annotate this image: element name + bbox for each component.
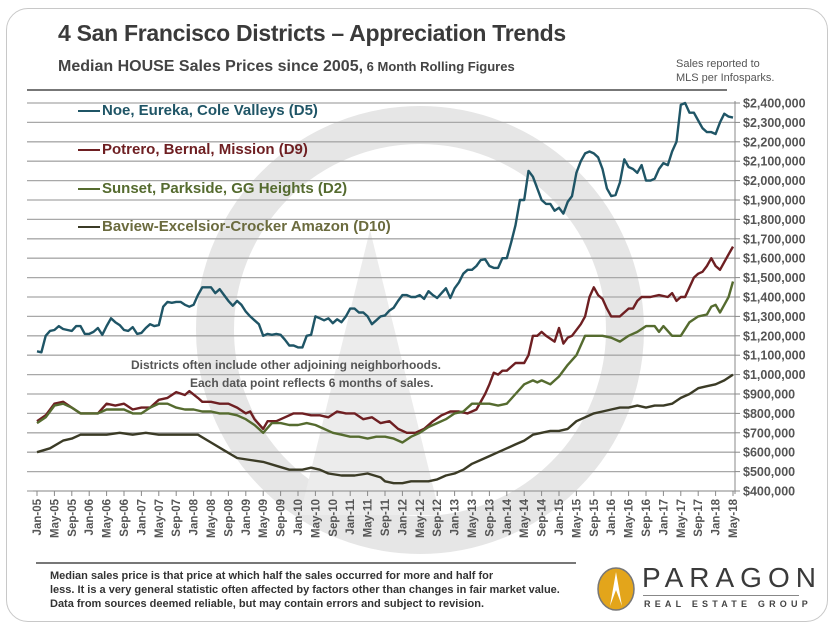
watermark-logo <box>196 106 644 554</box>
legend-item-d9: Potrero, Bernal, Mission (D9) <box>78 141 308 158</box>
legend-swatch-d9 <box>78 148 100 151</box>
x-tick-label: Sep-17 <box>693 499 705 537</box>
y-tick-label: $700,000 <box>743 426 795 440</box>
x-tick-label: May-06 <box>102 499 114 538</box>
annotation-line-1: Districts often include other adjoining … <box>131 358 442 372</box>
x-tick-label: Jan-16 <box>606 499 618 535</box>
x-tick-label: May-16 <box>624 499 636 538</box>
y-tick-label: $1,700,000 <box>743 232 806 246</box>
x-tick-label: May-17 <box>676 499 688 538</box>
x-tick-label: Sep-08 <box>223 498 235 536</box>
footnote-line-2: less. It is a very general statistic oft… <box>50 584 560 596</box>
x-tick-label: Jan-17 <box>658 499 670 535</box>
x-tick-label: Jan-09 <box>241 499 253 535</box>
y-tick-label: $1,000,000 <box>743 368 806 382</box>
chart-subtitle: Median HOUSE Sales Prices since 2005, 6 … <box>58 58 515 76</box>
series-line-2 <box>36 281 735 444</box>
logo-tagline: REAL ESTATE GROUP <box>644 599 812 609</box>
subtitle-small: 6 Month Rolling Figures <box>363 59 515 74</box>
legend-item-d5: Noe, Eureka, Cole Valleys (D5) <box>78 102 318 119</box>
x-tick-label: Sep-12 <box>432 499 444 537</box>
x-tick-label: Jan-13 <box>450 499 462 535</box>
footnote-line-3: Data from sources deemed reliable, but m… <box>50 598 485 610</box>
y-tick-label: $1,200,000 <box>743 329 806 343</box>
y-tick-label: $600,000 <box>743 446 795 460</box>
x-tick-label: May-09 <box>258 499 270 538</box>
source-note: Sales reported to MLS per Infosparks. <box>676 57 774 85</box>
x-tick-label: Jan-15 <box>554 498 566 535</box>
x-tick-label: Sep-10 <box>328 499 340 537</box>
y-tick-label: $1,800,000 <box>743 213 806 227</box>
x-tick-label: May-10 <box>310 499 322 538</box>
y-tick-label: $1,600,000 <box>743 252 806 266</box>
footer-divider <box>36 562 576 564</box>
y-tick-label: $1,900,000 <box>743 194 806 208</box>
y-tick-label: $1,100,000 <box>743 349 806 363</box>
x-tick-label: Jan-11 <box>345 498 357 534</box>
y-tick-label: $2,000,000 <box>743 174 806 188</box>
x-tick-label: May-15 <box>571 498 583 538</box>
x-tick-label: Sep-14 <box>537 498 549 536</box>
series-line-3 <box>36 373 734 485</box>
y-tick-label: $2,100,000 <box>743 155 806 169</box>
series-line-0 <box>36 101 734 354</box>
x-tick-label: Sep-11 <box>380 498 392 536</box>
x-tick-label: May-18 <box>728 498 740 538</box>
y-tick-label: $1,400,000 <box>743 291 806 305</box>
x-tick-label: Sep-05 <box>67 498 79 536</box>
y-tick-label: $800,000 <box>743 407 795 421</box>
x-tick-label: Sep-13 <box>484 499 496 537</box>
y-tick-label: $900,000 <box>743 388 795 402</box>
x-tick-label: May-14 <box>519 498 531 538</box>
x-tick-label: Jan-10 <box>293 499 305 535</box>
subtitle-main: Median HOUSE Sales Prices since 2005, <box>58 58 364 75</box>
x-tick-label: May-11 <box>363 498 375 537</box>
x-tick-label: May-05 <box>49 498 61 538</box>
y-tick-label: $2,300,000 <box>743 116 806 130</box>
x-tick-label: Sep-15 <box>589 498 601 536</box>
y-tick-label: $2,200,000 <box>743 135 806 149</box>
x-tick-label: May-13 <box>467 499 479 538</box>
source-line-2: MLS per Infosparks. <box>676 72 775 84</box>
x-tick-label: Sep-09 <box>276 499 288 537</box>
x-tick-label: Jan-08 <box>189 498 201 535</box>
header-divider <box>27 89 727 91</box>
y-tick-label: $1,300,000 <box>743 310 806 324</box>
x-tick-label: Sep-06 <box>119 499 131 537</box>
footnote-line-1: Median sales price is that price at whic… <box>50 570 494 582</box>
y-tick-label: $2,400,000 <box>743 97 806 111</box>
footnote: Median sales price is that price at whic… <box>50 569 570 611</box>
x-tick-label: Jan-06 <box>84 499 96 535</box>
x-tick-label: Jan-18 <box>711 498 723 535</box>
x-tick-label: May-08 <box>206 498 218 538</box>
source-line-1: Sales reported to <box>676 58 760 70</box>
x-tick-label: Jan-14 <box>502 498 514 535</box>
x-tick-label: Sep-07 <box>171 499 183 537</box>
logo-rule <box>643 595 799 596</box>
legend-label-d10: Baview-Excelsior-Crocker Amazon (D10) <box>102 218 391 235</box>
legend-item-d2: Sunset, Parkside, GG Heights (D2) <box>78 180 347 197</box>
x-tick-label: Jan-12 <box>397 499 409 535</box>
legend-label-d2: Sunset, Parkside, GG Heights (D2) <box>102 180 348 197</box>
paragon-logo-icon <box>597 567 635 611</box>
y-tick-label: $1,500,000 <box>743 271 806 285</box>
legend-swatch-d2 <box>78 187 100 190</box>
chart-title: 4 San Francisco Districts – Appreciation… <box>58 20 566 46</box>
legend-label-d5: Noe, Eureka, Cole Valleys (D5) <box>102 102 318 119</box>
x-tick-label: May-12 <box>415 499 427 538</box>
legend-swatch-d5 <box>78 109 100 112</box>
annotation-line-2: Each data point reflects 6 months of sal… <box>190 376 434 390</box>
x-tick-label: Sep-16 <box>641 499 653 537</box>
legend-swatch-d10 <box>78 225 100 228</box>
legend-item-d10: Baview-Excelsior-Crocker Amazon (D10) <box>78 218 391 235</box>
x-tick-label: Jan-07 <box>136 499 148 535</box>
y-tick-label: $400,000 <box>743 485 795 499</box>
x-tick-label: Jan-05 <box>32 498 44 535</box>
x-tick-label: May-07 <box>154 499 166 538</box>
legend-label-d9: Potrero, Bernal, Mission (D9) <box>102 141 308 158</box>
y-tick-label: $500,000 <box>743 465 795 479</box>
logo-wordmark: PARAGON <box>642 562 822 593</box>
